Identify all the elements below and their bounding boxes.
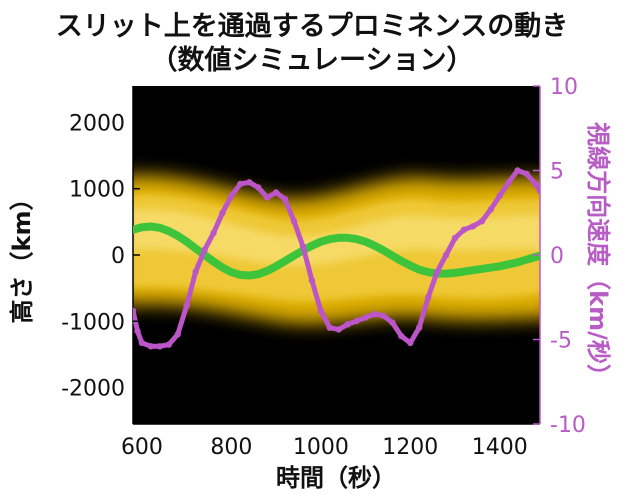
velocity-point — [389, 319, 396, 326]
velocity-point — [380, 312, 387, 319]
x-tick-label: 1200 — [382, 435, 438, 460]
y-right-tick-label: 10 — [550, 75, 578, 100]
y-axis-right-label: 視線方向速度（km/秒） — [584, 121, 612, 388]
velocity-point — [487, 206, 494, 213]
y-right-tick-label: -5 — [550, 329, 572, 354]
velocity-point — [138, 339, 146, 347]
velocity-point — [344, 321, 351, 328]
velocity-point — [174, 331, 181, 338]
velocity-point — [407, 339, 414, 347]
velocity-point — [281, 196, 289, 203]
velocity-point — [451, 234, 459, 242]
x-tick-label: 1000 — [293, 435, 349, 460]
y-axis-left-label: 高さ（km） — [8, 187, 36, 324]
y-right-tick-label: 5 — [550, 160, 564, 185]
chart-subtitle: （数値シミュレーション） — [150, 45, 474, 76]
y-left-tick-label: 1000 — [69, 178, 125, 203]
velocity-point — [433, 268, 441, 276]
velocity-point — [505, 179, 512, 186]
x-axis-label: 時間（秒） — [276, 464, 396, 492]
velocity-point — [442, 251, 450, 259]
velocity-point — [514, 167, 521, 174]
velocity-point — [460, 226, 468, 233]
velocity-point — [183, 302, 190, 309]
velocity-point — [133, 307, 137, 314]
y-left-tick-label: -2000 — [61, 377, 125, 402]
y-right-tick-label: -10 — [550, 413, 586, 438]
velocity-point — [353, 317, 360, 325]
velocity-point — [536, 187, 540, 194]
velocity-point — [371, 310, 378, 318]
velocity-point — [165, 341, 172, 348]
velocity-point — [210, 229, 217, 237]
y-left-tick-label: 0 — [111, 244, 125, 269]
y-left-tick-label: -1000 — [61, 310, 125, 335]
velocity-point — [478, 218, 486, 225]
y-right-tick-label: 0 — [550, 244, 564, 269]
velocity-point — [317, 307, 324, 314]
velocity-point — [255, 184, 262, 191]
velocity-point — [335, 326, 342, 333]
velocity-point — [228, 192, 235, 199]
velocity-point — [201, 246, 208, 254]
velocity-point — [134, 327, 141, 335]
velocity-point — [290, 218, 298, 225]
y-left-tick-label: 2000 — [69, 111, 125, 136]
velocity-point — [416, 324, 423, 331]
x-tick-label: 800 — [210, 435, 252, 460]
velocity-point — [532, 180, 539, 188]
velocity-point — [219, 209, 226, 216]
velocity-point — [425, 294, 432, 301]
velocity-point — [246, 179, 253, 186]
velocity-point — [496, 192, 503, 199]
velocity-point — [326, 324, 333, 331]
velocity-point — [523, 170, 530, 178]
velocity-point — [147, 343, 155, 350]
velocity-point — [308, 277, 316, 284]
x-tick-label: 1400 — [472, 435, 528, 460]
velocity-point — [156, 343, 163, 350]
velocity-point — [192, 268, 199, 276]
velocity-point — [299, 243, 307, 250]
chart-title: スリット上を通過するプロミネンスの動き — [55, 11, 569, 42]
velocity-point — [469, 223, 477, 230]
velocity-point — [272, 189, 280, 196]
velocity-point — [264, 194, 271, 201]
velocity-point — [237, 180, 244, 188]
velocity-point — [398, 332, 405, 340]
x-tick-label: 600 — [121, 435, 163, 460]
velocity-point — [362, 314, 369, 321]
